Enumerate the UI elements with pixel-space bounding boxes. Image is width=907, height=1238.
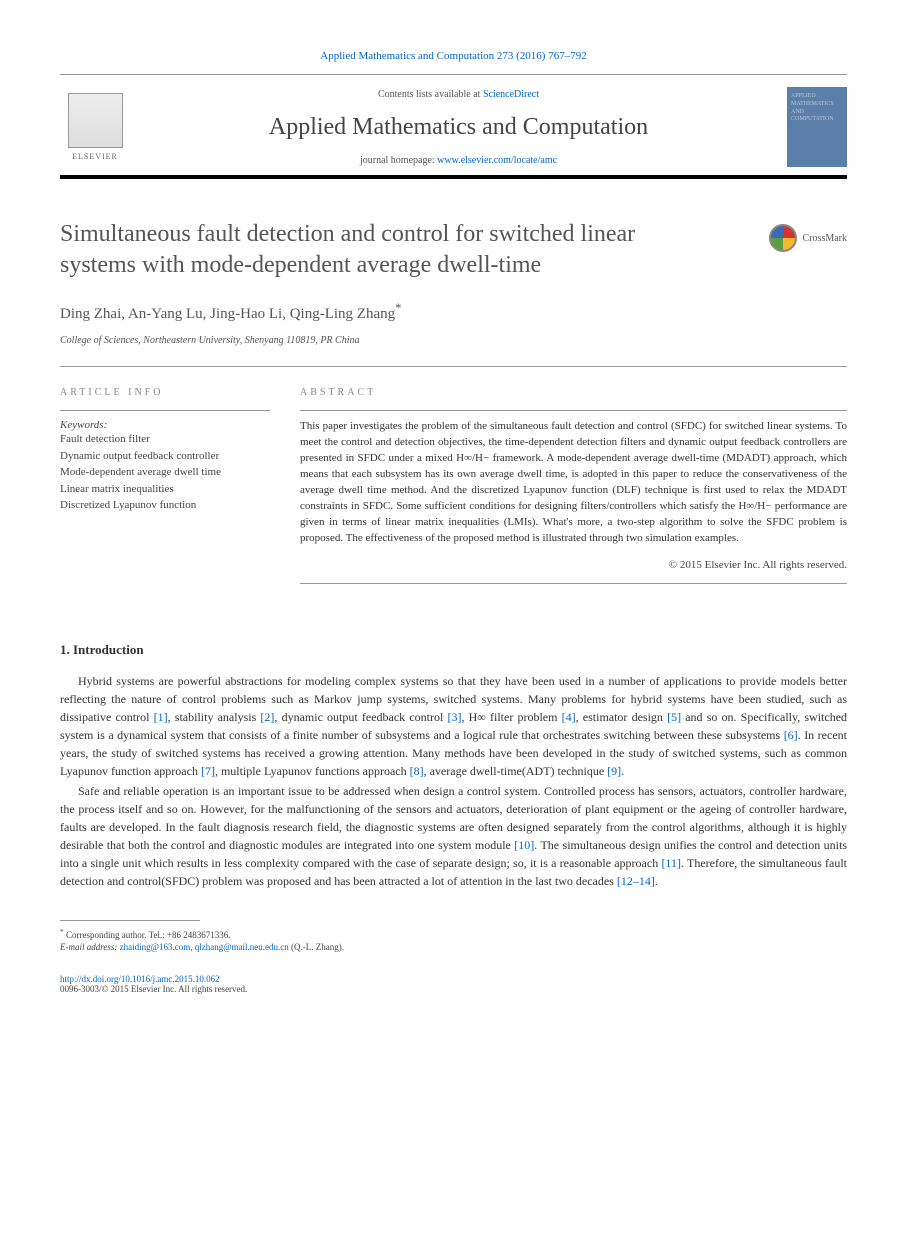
- text: , dynamic output feedback control: [274, 710, 447, 724]
- ref-link[interactable]: [4]: [562, 710, 576, 724]
- ref-link[interactable]: [7]: [201, 764, 215, 778]
- keyword-item: Mode-dependent average dwell time: [60, 464, 270, 481]
- email-label: E-mail address:: [60, 942, 120, 952]
- doi-link[interactable]: http://dx.doi.org/10.1016/j.amc.2015.10.…: [60, 974, 847, 984]
- keywords-label: Keywords:: [60, 419, 270, 431]
- sciencedirect-link[interactable]: ScienceDirect: [483, 89, 539, 100]
- crossmark-badge[interactable]: CrossMark: [769, 224, 847, 252]
- affiliation: College of Sciences, Northeastern Univer…: [60, 335, 847, 346]
- keyword-item: Fault detection filter: [60, 431, 270, 448]
- info-divider: [60, 410, 270, 411]
- author-list: Ding Zhai, An-Yang Lu, Jing-Hao Li, Qing…: [60, 301, 847, 323]
- intro-paragraph-1: Hybrid systems are powerful abstractions…: [60, 672, 847, 780]
- elsevier-logo: ELSEVIER: [60, 87, 130, 167]
- keyword-item: Linear matrix inequalities: [60, 481, 270, 498]
- elsevier-tree-icon: [68, 93, 123, 148]
- text: , average dwell-time(ADT) technique: [424, 764, 608, 778]
- abstract-divider: [300, 410, 847, 411]
- ref-link[interactable]: [8]: [410, 764, 424, 778]
- text: , stability analysis: [168, 710, 261, 724]
- divider: [60, 366, 847, 367]
- corresponding-author-footnote: * Corresponding author. Tel.: +86 248367…: [60, 927, 847, 954]
- abstract-column: ABSTRACT This paper investigates the pro…: [300, 387, 847, 592]
- title-section: Simultaneous fault detection and control…: [60, 219, 847, 281]
- keyword-item: Dynamic output feedback controller: [60, 448, 270, 465]
- keywords-list: Fault detection filter Dynamic output fe…: [60, 431, 270, 514]
- text: .: [655, 874, 658, 888]
- elsevier-label: ELSEVIER: [72, 152, 118, 161]
- journal-header: ELSEVIER Contents lists available at Sci…: [60, 74, 847, 179]
- text: (Q.-L. Zhang).: [289, 942, 344, 952]
- ref-link[interactable]: [1]: [154, 710, 168, 724]
- abstract-copyright: © 2015 Elsevier Inc. All rights reserved…: [300, 559, 847, 571]
- contents-available: Contents lists available at ScienceDirec…: [150, 89, 767, 100]
- introduction-section: 1. Introduction Hybrid systems are power…: [60, 642, 847, 890]
- doi-section: http://dx.doi.org/10.1016/j.amc.2015.10.…: [60, 974, 847, 994]
- email-link[interactable]: zhaiding@163.com: [120, 942, 191, 952]
- contents-prefix: Contents lists available at: [378, 89, 483, 100]
- header-center: Contents lists available at ScienceDirec…: [150, 89, 767, 166]
- abstract-text: This paper investigates the problem of t…: [300, 419, 847, 547]
- abstract-bottom-divider: [300, 583, 847, 584]
- ref-link[interactable]: [9]: [607, 764, 621, 778]
- ref-link[interactable]: [3]: [447, 710, 461, 724]
- author-names: Ding Zhai, An-Yang Lu, Jing-Hao Li, Qing…: [60, 306, 395, 322]
- article-info-label: ARTICLE INFO: [60, 387, 270, 398]
- text: , multiple Lyapunov functions approach: [215, 764, 410, 778]
- intro-heading: 1. Introduction: [60, 642, 847, 658]
- article-info-column: ARTICLE INFO Keywords: Fault detection f…: [60, 387, 270, 592]
- intro-paragraph-2: Safe and reliable operation is an import…: [60, 782, 847, 890]
- info-abstract-row: ARTICLE INFO Keywords: Fault detection f…: [60, 387, 847, 592]
- ref-link[interactable]: [6]: [784, 728, 798, 742]
- article-title: Simultaneous fault detection and control…: [60, 219, 690, 281]
- ref-link[interactable]: [5]: [667, 710, 681, 724]
- text: , H∞ filter problem: [461, 710, 561, 724]
- ref-link[interactable]: [11]: [661, 856, 681, 870]
- corresponding-marker: *: [395, 301, 401, 315]
- ref-link[interactable]: [12–14]: [617, 874, 655, 888]
- homepage-prefix: journal homepage:: [360, 155, 437, 166]
- footnote-divider: [60, 920, 200, 921]
- text: .: [621, 764, 624, 778]
- issn-copyright: 0096-3003/© 2015 Elsevier Inc. All right…: [60, 984, 847, 994]
- ref-link[interactable]: [10]: [514, 838, 534, 852]
- homepage-url[interactable]: www.elsevier.com/locate/amc: [437, 155, 557, 166]
- crossmark-icon: [769, 224, 797, 252]
- homepage-line: journal homepage: www.elsevier.com/locat…: [150, 155, 767, 166]
- corresponding-text: Corresponding author. Tel.: +86 24836713…: [66, 930, 231, 940]
- email-link[interactable]: qlzhang@mail.neu.edu.cn: [195, 942, 289, 952]
- citation-line: Applied Mathematics and Computation 273 …: [60, 50, 847, 62]
- journal-cover-thumbnail: APPLIED MATHEMATICS AND COMPUTATION: [787, 87, 847, 167]
- keyword-item: Discretized Lyapunov function: [60, 497, 270, 514]
- crossmark-label: CrossMark: [803, 233, 847, 244]
- ref-link[interactable]: [2]: [260, 710, 274, 724]
- page-container: Applied Mathematics and Computation 273 …: [0, 0, 907, 1034]
- journal-name: Applied Mathematics and Computation: [150, 114, 767, 141]
- abstract-label: ABSTRACT: [300, 387, 847, 398]
- text: , estimator design: [576, 710, 667, 724]
